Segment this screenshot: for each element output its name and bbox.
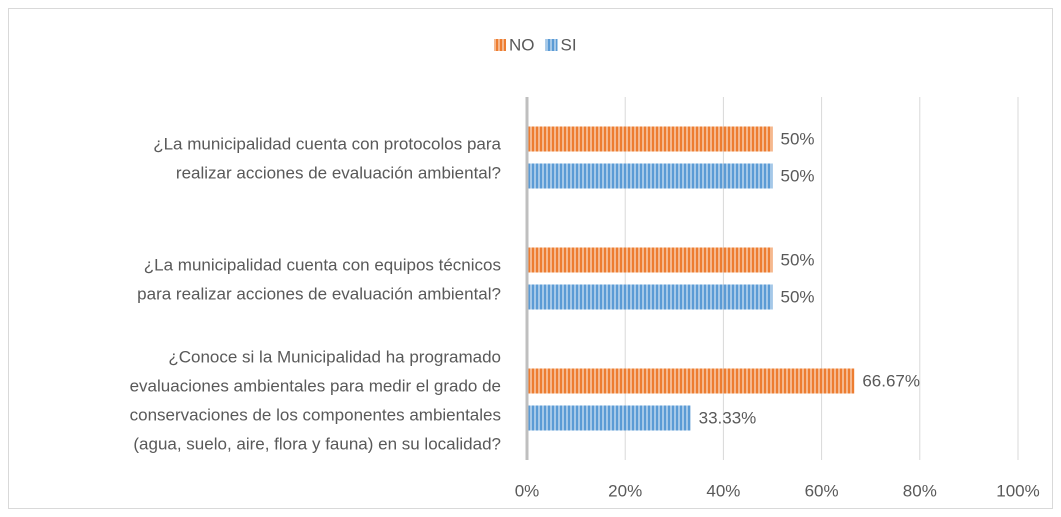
- value-label: 50%: [781, 129, 815, 148]
- x-tick-label: 20%: [608, 481, 642, 500]
- bar: [527, 126, 773, 152]
- category-label: ¿La municipalidad cuenta con protocolos …: [153, 134, 501, 153]
- legend-swatch: [494, 39, 506, 51]
- x-tick-label: 40%: [706, 481, 740, 500]
- value-label: 66.67%: [862, 371, 920, 390]
- value-label: 33.33%: [699, 408, 757, 427]
- category-label: evaluaciones ambientales para medir el g…: [130, 376, 501, 395]
- legend-label: SI: [561, 35, 577, 54]
- x-tick-label: 0%: [515, 481, 540, 500]
- legend-swatch: [545, 39, 558, 51]
- x-tick-label: 60%: [805, 481, 839, 500]
- category-label: ¿La municipalidad cuenta con equipos téc…: [144, 255, 501, 274]
- category-label: para realizar acciones de evaluación amb…: [137, 284, 501, 303]
- legend-label: NO: [509, 35, 535, 54]
- category-label: realizar acciones de evaluación ambienta…: [176, 163, 501, 182]
- category-label: conservaciones de los componentes ambien…: [130, 405, 501, 424]
- x-tick-label: 80%: [903, 481, 937, 500]
- bar: [527, 368, 855, 394]
- value-label: 50%: [781, 250, 815, 269]
- bar: [527, 163, 773, 189]
- category-label: ¿Conoce si la Municipalidad ha programad…: [168, 347, 501, 366]
- value-label: 50%: [781, 287, 815, 306]
- bar: [527, 405, 691, 431]
- bar: [527, 284, 773, 310]
- category-label: (agua, suelo, aire, flora y fauna) en su…: [133, 434, 501, 453]
- x-tick-label: 100%: [996, 481, 1039, 500]
- value-label: 50%: [781, 166, 815, 185]
- bar: [527, 247, 773, 273]
